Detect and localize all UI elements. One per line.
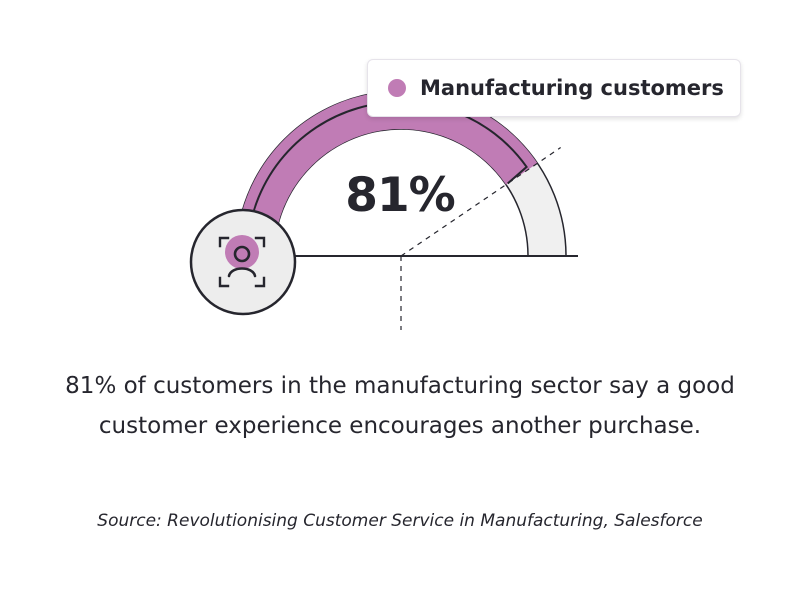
user-focus-icon — [189, 208, 297, 316]
focus-frame-icon — [218, 236, 266, 288]
gauge-fill-outline — [246, 101, 528, 249]
gauge-chart — [189, 90, 578, 330]
legend-label: Manufacturing customers — [420, 76, 724, 100]
value-indicator-dashed-line — [400, 147, 561, 257]
gauge-fill-arc — [236, 91, 538, 256]
icon-accent-dot — [225, 235, 259, 269]
source-citation: Source: Revolutionising Customer Service… — [97, 511, 703, 531]
legend-color-dot — [388, 79, 406, 97]
gauge-value-label: 81% — [345, 168, 456, 223]
user-icon — [227, 245, 257, 278]
legend: Manufacturing customers — [367, 59, 741, 117]
chart-description: 81% of customers in the manufacturing se… — [65, 373, 735, 439]
